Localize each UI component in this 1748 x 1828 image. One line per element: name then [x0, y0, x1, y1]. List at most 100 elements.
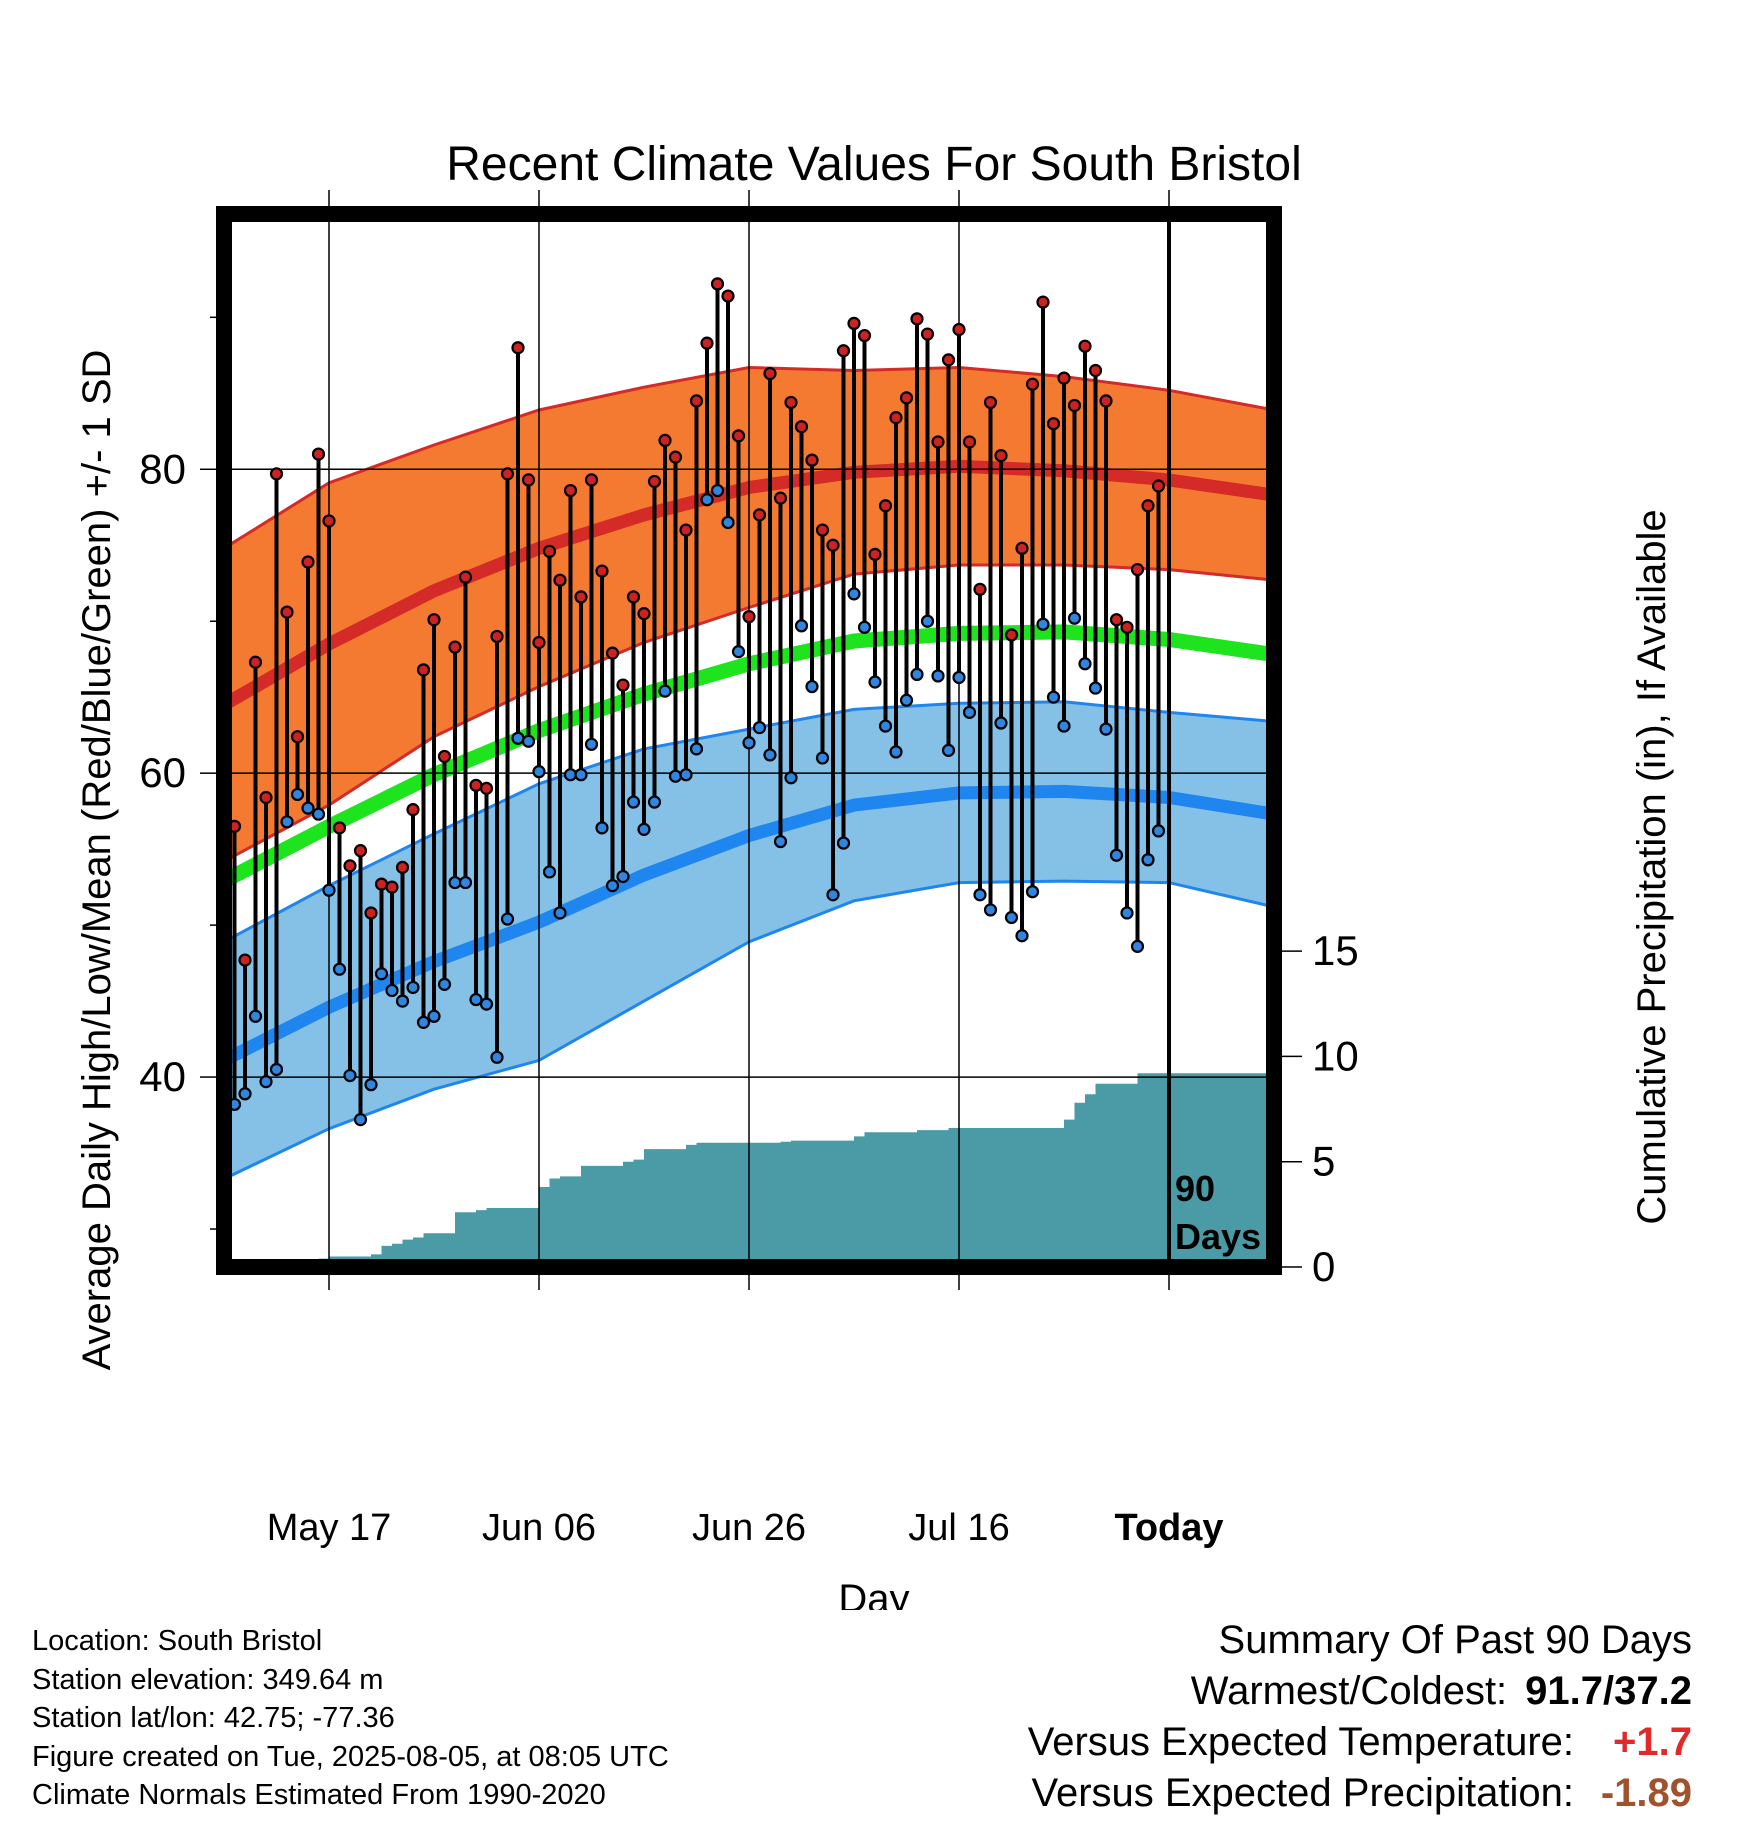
daily-low-point — [1078, 657, 1092, 671]
daily-low-point — [332, 962, 347, 976]
daily-high-point — [931, 435, 945, 449]
daily-low-point — [1109, 848, 1124, 862]
daily-high-point — [479, 781, 494, 795]
daily-high-point — [899, 391, 914, 405]
daily-high-point — [353, 844, 368, 858]
daily-high-point — [458, 570, 473, 584]
daily-high-point — [1130, 562, 1145, 577]
daily-high-point — [1141, 499, 1155, 513]
daily-high-point — [542, 544, 557, 558]
daily-high-point — [763, 366, 777, 381]
daily-low-point — [322, 883, 336, 897]
precip-value: -1.89 — [1600, 1771, 1692, 1815]
daily-high-point — [889, 411, 903, 425]
y-axis-tick-label-right: 10 — [1312, 1032, 1359, 1079]
daily-high-point — [595, 564, 609, 578]
daily-low-point — [479, 997, 494, 1011]
daily-low-point — [1099, 722, 1113, 736]
elevation-text: Station elevation: 349.64 m — [32, 1663, 384, 1696]
daily-low-point — [1015, 929, 1029, 943]
y-axis-tick-label-left: 40 — [139, 1053, 186, 1100]
warmest-label: Warmest/Coldest: — [1190, 1669, 1508, 1713]
location-text: Location: South Bristol — [32, 1625, 323, 1657]
daily-low-point — [742, 736, 756, 750]
daily-high-point — [322, 514, 336, 528]
daily-high-point — [500, 467, 515, 481]
temp-value: +1.7 — [1613, 1720, 1692, 1764]
daily-low-point — [343, 1068, 357, 1083]
daily-low-point — [878, 719, 893, 733]
summary-heading: Summary Of Past 90 Days — [1218, 1618, 1692, 1662]
daily-high-point — [553, 573, 567, 587]
daily-low-point — [595, 821, 609, 835]
daily-low-point — [1151, 824, 1166, 838]
y-axis-tick-label-right: 5 — [1312, 1138, 1335, 1185]
daily-low-point — [794, 619, 809, 633]
precip-label: Versus Expected Precipitation: — [1031, 1771, 1574, 1815]
daily-low-point — [962, 705, 977, 719]
daily-low-point — [395, 994, 410, 1008]
daily-high-point — [658, 433, 672, 448]
daily-high-point — [952, 322, 966, 337]
daily-low-point — [353, 1113, 368, 1127]
summary-temp-row: Versus Expected Temperature: +1.7 — [1028, 1717, 1692, 1768]
daily-low-point — [899, 693, 914, 707]
daily-high-point — [1099, 394, 1113, 408]
x-axis-tick-label: Jun 26 — [692, 1507, 806, 1549]
daily-high-point — [910, 312, 924, 326]
daily-low-point — [679, 768, 693, 782]
daily-high-point — [385, 880, 399, 894]
daily-high-point — [983, 395, 998, 410]
daily-high-point — [1067, 398, 1082, 413]
daily-low-point — [836, 836, 851, 850]
daily-high-point — [941, 353, 956, 367]
daily-low-point — [731, 645, 746, 659]
daily-low-point — [668, 769, 683, 783]
daily-low-point — [458, 875, 473, 890]
daily-high-point — [437, 749, 452, 764]
daily-low-point — [616, 869, 630, 884]
daily-low-point — [521, 734, 536, 748]
normals-text: Climate Normals Estimated From 1990-2020 — [32, 1779, 606, 1811]
daily-low-point — [416, 1015, 431, 1029]
daily-high-point — [1109, 613, 1124, 627]
daily-low-point — [773, 834, 788, 849]
x-axis-label: Day — [838, 1577, 909, 1610]
daily-low-point — [847, 587, 861, 601]
daily-high-point — [448, 640, 462, 654]
daily-low-point — [385, 983, 399, 998]
daily-high-point — [878, 499, 893, 513]
daily-high-point — [395, 860, 410, 874]
daily-high-point — [794, 420, 809, 434]
daily-high-point — [710, 277, 725, 291]
y-axis-tick-label-right: 0 — [1312, 1243, 1335, 1290]
daily-high-point — [301, 555, 315, 569]
daily-low-point — [248, 1009, 263, 1023]
created-text: Figure created on Tue, 2025-08-05, at 08… — [32, 1740, 669, 1773]
daily-low-point — [584, 737, 599, 751]
today-marker-label-unit: Days — [1175, 1216, 1261, 1257]
daily-high-point — [521, 473, 536, 487]
daily-high-point — [290, 730, 305, 744]
daily-low-point — [469, 992, 483, 1007]
daily-low-point — [952, 670, 966, 685]
plot-content — [224, 214, 1274, 1267]
daily-high-point — [752, 508, 767, 522]
daily-high-point — [868, 547, 882, 561]
daily-high-point — [584, 473, 599, 487]
daily-high-point — [259, 790, 273, 805]
daily-low-point — [290, 787, 305, 802]
summary-precip-row: Versus Expected Precipitation: -1.89 — [1028, 1768, 1692, 1819]
daily-low-point — [983, 903, 998, 917]
daily-high-point — [248, 655, 263, 669]
daily-low-point — [815, 751, 830, 765]
daily-low-point — [1067, 611, 1082, 625]
daily-low-point — [448, 875, 462, 890]
latlon-text: Station lat/lon: 42.75; -77.36 — [32, 1702, 395, 1734]
daily-high-point — [469, 778, 483, 792]
daily-low-point — [280, 815, 294, 829]
daily-high-point — [920, 327, 935, 341]
warmest-value: 91.7/37.2 — [1525, 1669, 1692, 1713]
daily-high-point — [574, 590, 588, 604]
daily-high-point — [269, 467, 284, 481]
